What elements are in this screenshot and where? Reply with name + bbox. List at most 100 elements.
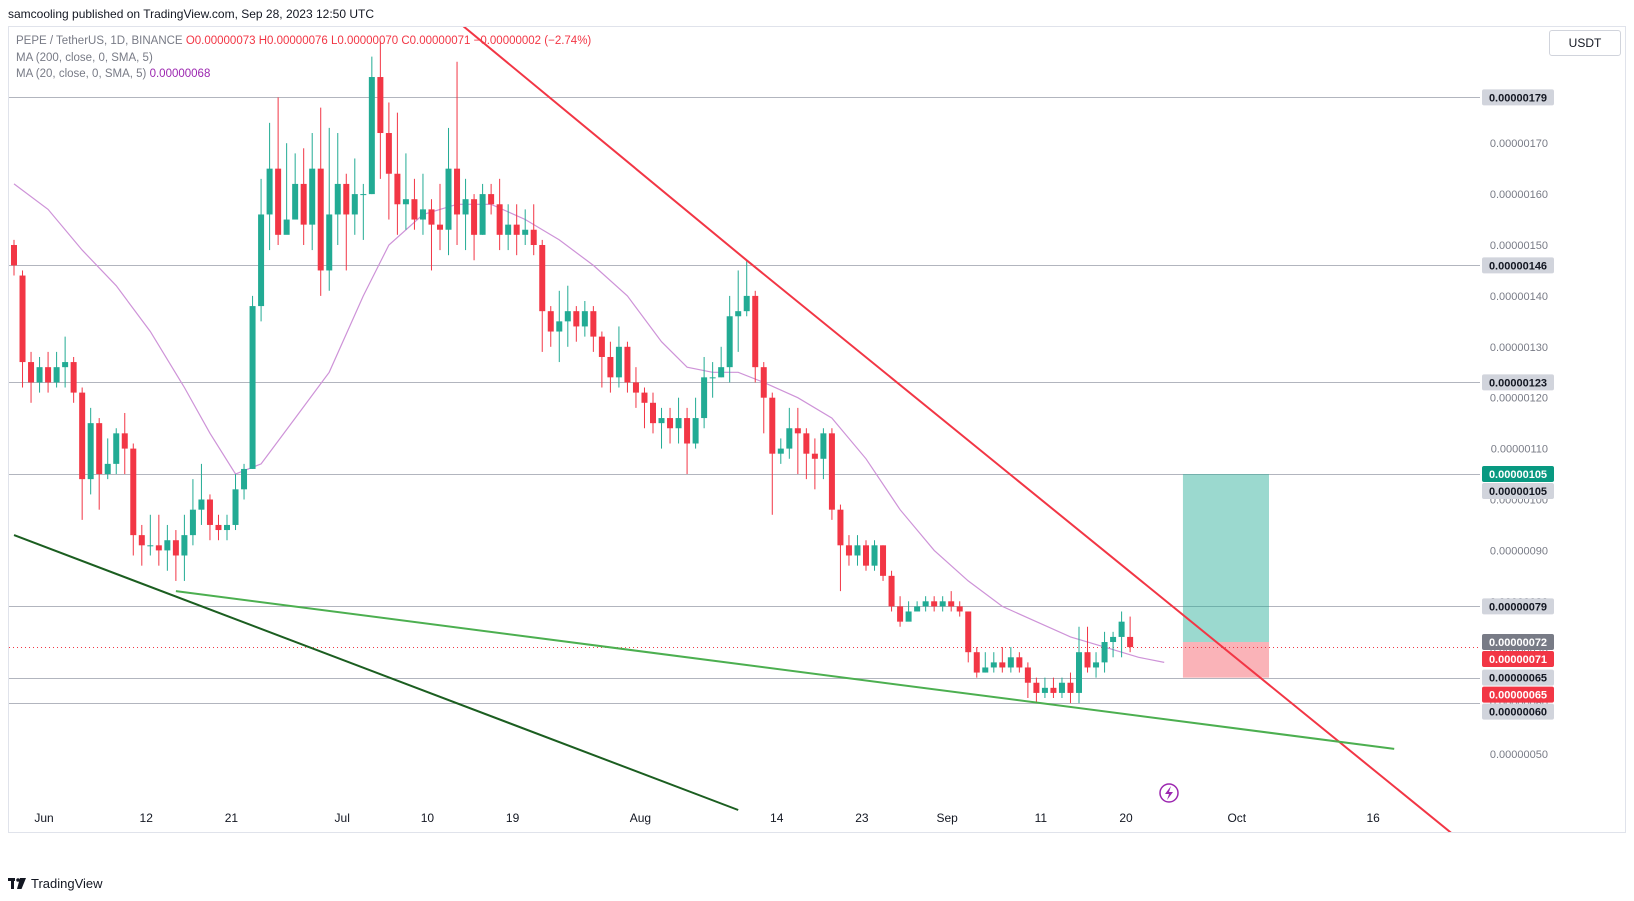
price-badge-bg: [1482, 483, 1554, 500]
candle-body: [28, 362, 35, 383]
candle-body: [590, 311, 597, 337]
candle-body: [402, 199, 409, 205]
candle-body: [1041, 687, 1048, 693]
candle-down: [1033, 677, 1040, 704]
candle-body: [598, 336, 605, 357]
candle-down: [121, 412, 128, 475]
candle-body: [87, 423, 94, 480]
candle-down: [428, 199, 435, 271]
candle-up: [87, 407, 94, 495]
candle-body: [1024, 667, 1031, 683]
x-tick-label: Oct: [1227, 811, 1246, 825]
legend-symbol[interactable]: PEPE / TetherUS, 1D, BINANCE: [16, 35, 183, 47]
legend-ma20-row[interactable]: MA (20, close, 0, SMA, 5) 0.00000068: [16, 66, 591, 83]
candle-body: [1076, 652, 1082, 693]
candle-down: [317, 107, 324, 296]
candle-up: [1110, 631, 1117, 658]
candle-body: [922, 601, 929, 607]
candle-up: [743, 260, 750, 317]
candle-down: [803, 428, 810, 480]
candle-down: [931, 596, 938, 612]
candle-up: [445, 127, 452, 256]
price-badge-label: 0.00000065: [1489, 673, 1547, 685]
candle-body: [445, 168, 452, 230]
candle-down: [206, 494, 213, 541]
candle-up: [189, 479, 196, 546]
candle-body: [939, 601, 946, 607]
legend-ma20-value: 0.00000068: [149, 68, 211, 80]
candle-up: [556, 290, 563, 363]
candle-body: [1033, 682, 1040, 693]
candle-body: [854, 545, 861, 556]
legend-ma200[interactable]: MA (200, close, 0, SMA, 5): [16, 51, 153, 64]
candle-body: [581, 311, 588, 327]
candle-down: [641, 387, 648, 429]
candle-body: [564, 311, 571, 322]
candle-up: [334, 133, 341, 245]
candle-down: [769, 392, 776, 515]
candle-body: [1007, 657, 1014, 668]
y-tick-label: 0.00000170: [1490, 138, 1548, 150]
price-badge-label: 0.00000072: [1489, 637, 1547, 649]
price-badge-line: 0.00000146: [1482, 257, 1554, 274]
currency-button[interactable]: USDT: [1549, 30, 1621, 56]
candle-up: [914, 601, 921, 612]
candle-up: [581, 300, 588, 337]
candle-down: [752, 290, 759, 383]
price-badge-line: 0.00000060: [1482, 703, 1554, 720]
candle-down: [667, 407, 674, 444]
candle-up: [701, 356, 708, 429]
candle-body: [292, 183, 299, 220]
candle-body: [360, 194, 367, 196]
candle-down: [385, 102, 392, 220]
candle-up: [113, 428, 120, 475]
candle-down: [300, 148, 307, 245]
candle-down: [394, 112, 401, 235]
candle-body: [735, 311, 742, 317]
price-badge-label: 0.00000060: [1489, 707, 1547, 719]
candle-down: [471, 194, 478, 261]
candle-up: [820, 428, 827, 480]
candle-down: [11, 239, 17, 276]
candle-up: [522, 209, 529, 245]
candle-up: [351, 158, 358, 235]
plot-area: [9, 27, 1480, 832]
lightning-event-icon[interactable]: [1159, 783, 1179, 803]
candle-up: [709, 362, 716, 398]
candle-body: [641, 392, 648, 403]
x-tick-label: 19: [506, 811, 520, 825]
candle-body: [973, 652, 980, 673]
candle-up: [36, 356, 43, 393]
candle-body: [769, 397, 776, 454]
candle-body: [607, 356, 614, 378]
candle-body: [1084, 652, 1091, 668]
candle-down: [1084, 626, 1091, 673]
y-tick-label: 0.00000160: [1490, 189, 1548, 201]
candle-down: [19, 270, 26, 388]
candle-body: [794, 428, 801, 434]
candle-up: [198, 463, 205, 525]
candle-body: [155, 545, 162, 551]
candle-up: [326, 127, 333, 291]
candle-body: [326, 214, 333, 271]
candle-body: [70, 362, 77, 393]
candle-body: [760, 367, 767, 398]
price-badge-label: 0.00000179: [1489, 92, 1547, 104]
candle-down: [811, 438, 818, 490]
candle-up: [786, 407, 793, 459]
candle-down: [172, 530, 179, 581]
price-badge-bg: [1482, 466, 1554, 483]
candle-body: [880, 545, 887, 576]
candle-body: [965, 611, 972, 653]
y-tick-label: 0.00000130: [1490, 342, 1548, 354]
candle-body: [956, 606, 963, 612]
candle-body: [275, 168, 282, 235]
publish-info: samcooling published on TradingView.com,…: [8, 7, 375, 21]
candle-body: [241, 468, 248, 490]
candle-up: [249, 295, 256, 469]
price-badge-line: 0.00000079: [1482, 598, 1554, 615]
candle-body: [385, 133, 392, 174]
x-tick-label: 14: [770, 811, 784, 825]
candle-down: [965, 611, 972, 663]
